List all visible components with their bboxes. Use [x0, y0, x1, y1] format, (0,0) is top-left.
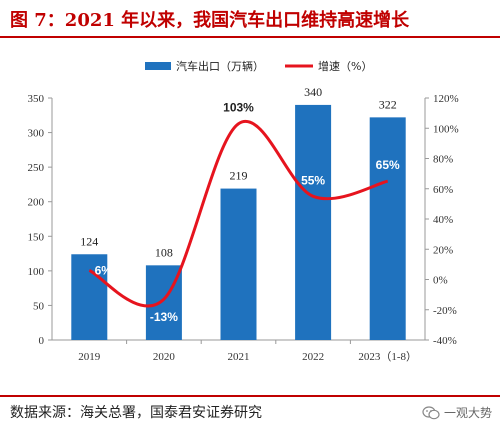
watermark: 一观大势 [422, 404, 492, 421]
line-value-label: 103% [223, 101, 254, 115]
y-left-tick-label: 250 [28, 162, 45, 174]
bar-value-label: 108 [155, 245, 173, 259]
legend-bar-label: 汽车出口（万辆） [176, 59, 264, 73]
y-left-tick-label: 0 [39, 335, 45, 347]
x-tick-label: 2023（1-8） [358, 350, 417, 363]
legend-line-label: 增速（%） [318, 59, 372, 73]
y-right-tick-label: 60% [433, 184, 453, 196]
wechat-icon [422, 406, 440, 420]
x-tick-label: 2020 [153, 351, 176, 363]
y-right-tick-label: -20% [433, 305, 457, 317]
y-left-tick-label: 100 [28, 266, 45, 278]
x-tick-label: 2022 [302, 351, 324, 363]
y-right-tick-label: 120% [433, 93, 459, 105]
y-left-tick-label: 150 [28, 231, 45, 243]
y-left-tick-label: 200 [28, 197, 45, 209]
bar-value-label: 124 [80, 234, 98, 248]
y-left-tick-label: 50 [33, 300, 45, 312]
title-divider [0, 36, 500, 38]
y-right-tick-label: 80% [433, 154, 453, 166]
bar-value-label: 219 [230, 169, 248, 183]
legend-bar-swatch [145, 62, 171, 70]
bar [295, 105, 331, 340]
bar-value-label: 340 [304, 85, 322, 99]
footer-divider [0, 395, 500, 397]
y-right-tick-label: -40% [433, 335, 457, 347]
x-tick-label: 2021 [228, 351, 250, 363]
line-value-label: 65% [376, 158, 400, 172]
y-right-tick-label: 20% [433, 244, 453, 256]
bar-series [71, 105, 405, 340]
source-note: 数据来源：海关总署，国泰君安证券研究 [10, 402, 262, 422]
y-left-tick-label: 350 [28, 93, 45, 105]
line-value-label: 55% [301, 173, 325, 187]
y-right-tick-label: 40% [433, 214, 453, 226]
line-value-label: 6% [95, 263, 113, 277]
legend: 汽车出口（万辆） 增速（%） [145, 59, 372, 73]
y-left-tick-label: 300 [28, 128, 45, 140]
chart-title: 图 7：2021 年以来，我国汽车出口维持高速增长 [10, 6, 409, 32]
bar-value-label: 322 [379, 97, 397, 111]
y-right-tick-label: 100% [433, 123, 459, 135]
watermark-text: 一观大势 [444, 404, 492, 421]
x-tick-label: 2019 [78, 351, 101, 363]
chart-canvas: 汽车出口（万辆） 增速（%） 0 50 100 150 200 250 300 350 -40%… [0, 40, 500, 390]
y-right-tick-label: 0% [433, 275, 448, 287]
bar [370, 117, 406, 340]
line-value-label: -13% [150, 310, 178, 324]
bar [221, 189, 257, 340]
